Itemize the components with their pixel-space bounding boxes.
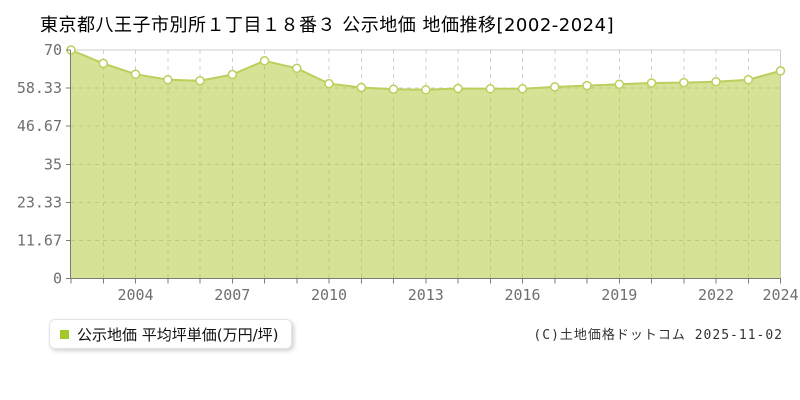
data-point: [195, 75, 205, 86]
y-tick-label: 23.33: [17, 193, 62, 211]
series-area: [71, 50, 781, 279]
data-points: [66, 45, 786, 95]
data-point: [292, 63, 302, 74]
x-tick-label: 2007: [214, 286, 250, 304]
y-tick-label: 0: [53, 270, 62, 288]
data-point: [130, 69, 141, 79]
data-point: [646, 78, 657, 88]
x-tick-label: 2019: [601, 286, 637, 304]
data-point: [485, 84, 496, 94]
y-tick-label: 11.67: [17, 231, 62, 249]
y-tick-label: 46.67: [17, 117, 62, 135]
chart-title: 東京都八王子市別所１丁目１８番３ 公示地価 地価推移[2002-2024]: [40, 15, 615, 36]
legend-swatch-icon: [60, 329, 69, 339]
data-point: [711, 76, 721, 87]
y-tick-label: 58.33: [17, 79, 62, 97]
data-point: [614, 79, 625, 90]
x-tick-label: 2004: [117, 286, 153, 304]
x-tick-label: 2013: [408, 286, 444, 304]
data-point: [582, 80, 592, 91]
data-point: [517, 84, 528, 94]
x-tick-label: 2024: [762, 286, 798, 304]
legend-box: 公示地価 平均坪単価(万円/坪): [49, 319, 292, 349]
data-point: [388, 84, 399, 94]
data-point: [324, 78, 334, 89]
data-point: [679, 77, 689, 88]
data-point: [98, 58, 109, 69]
data-point: [356, 82, 367, 93]
data-point: [259, 56, 270, 66]
data-point: [743, 74, 754, 85]
x-tick-label: 2016: [504, 286, 540, 304]
data-point: [163, 74, 173, 85]
data-point: [550, 82, 560, 92]
x-tick-label: 2022: [698, 286, 734, 304]
axes: [66, 49, 781, 284]
y-tick-label: 70: [44, 41, 62, 59]
x-tick-label: 2010: [311, 286, 347, 304]
data-point: [421, 85, 431, 95]
tick-labels: 0 11.67 23.33 35 46.67 58.33 70 2004 2007 2010 201…: [17, 41, 799, 304]
legend-label: 公示地価 平均坪単価(万円/坪): [77, 325, 279, 344]
copyright-text: (C)土地価格ドットコム 2025-11-02: [533, 328, 783, 343]
data-point: [775, 66, 786, 76]
data-point: [227, 69, 238, 80]
data-point: [453, 83, 463, 94]
y-tick-label: 35: [44, 155, 62, 173]
